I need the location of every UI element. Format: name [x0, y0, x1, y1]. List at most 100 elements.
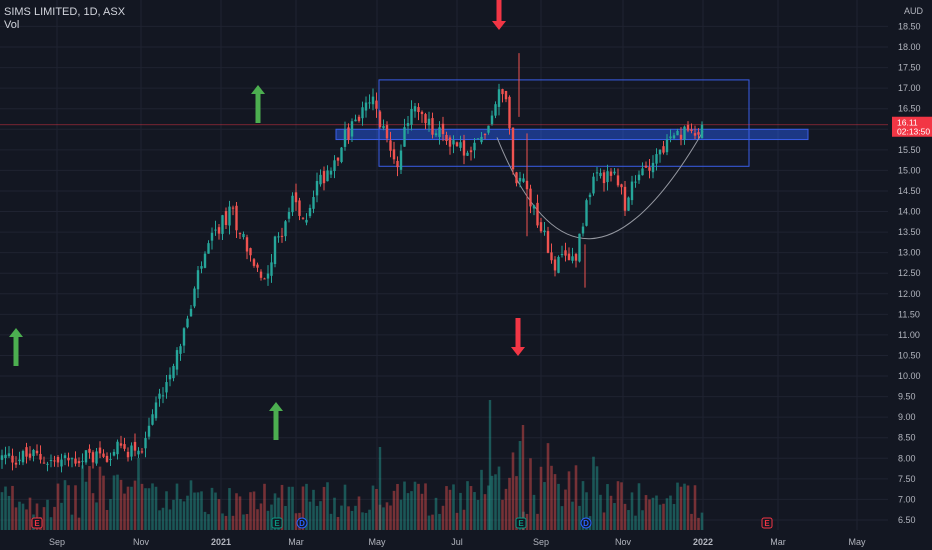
up-arrow-icon: [269, 402, 283, 440]
price-tick-label: 7.50: [898, 474, 916, 484]
volume-bar: [28, 497, 32, 530]
candle-body: [53, 460, 56, 462]
candle-body: [371, 96, 375, 105]
volume-bar: [259, 503, 263, 530]
candle-body: [546, 231, 550, 253]
candle-body: [245, 237, 249, 252]
candle-body: [235, 205, 238, 231]
candle-body: [697, 132, 700, 135]
volume-bar: [291, 486, 294, 530]
time-axis[interactable]: Sep Nov 2021 Mar May Jul Sep Nov 2022 Mar May: [49, 537, 866, 547]
time-tick-label: Mar: [770, 537, 786, 547]
volume-bar: [658, 504, 662, 530]
volume-bar: [396, 483, 399, 530]
arrow-head: [9, 328, 23, 337]
volume-bar: [340, 505, 343, 530]
volume-bar: [70, 514, 74, 530]
volume-bar: [126, 486, 130, 530]
candle-body: [0, 455, 4, 460]
last-price-countdown: 02:13:50: [897, 127, 930, 137]
candle-body: [420, 111, 424, 115]
volume-bar: [679, 486, 683, 530]
volume-bar: [536, 513, 539, 530]
volume-bar: [490, 475, 494, 530]
volume-bar: [504, 488, 508, 530]
volume-bar: [193, 492, 196, 530]
price-tick-label: 17.00: [898, 83, 921, 93]
arrow-head: [492, 21, 506, 30]
candle-body: [259, 271, 263, 278]
volume-bar: [690, 513, 693, 530]
candle-body: [56, 456, 60, 463]
volume-bar: [648, 499, 651, 530]
candle-body: [77, 461, 81, 464]
volume-bar: [515, 476, 518, 530]
volume-bar: [445, 486, 448, 530]
volume-bar: [420, 493, 424, 530]
candle-body: [263, 278, 266, 280]
volume-bar: [595, 466, 599, 530]
candle-body: [427, 118, 431, 126]
candle-body: [308, 207, 312, 217]
volume-bar: [651, 497, 655, 530]
event-marker[interactable]: D: [296, 517, 308, 529]
candle-body: [599, 172, 602, 177]
candle-body: [21, 451, 25, 463]
down-arrow-icon: [511, 318, 525, 356]
candle-body: [39, 453, 42, 460]
volume-bar: [606, 484, 609, 530]
volume-bar: [343, 484, 347, 530]
event-marker[interactable]: E: [515, 517, 527, 529]
candle-body: [648, 167, 651, 171]
volume-bar: [25, 509, 28, 530]
event-marker[interactable]: E: [271, 517, 283, 529]
candle-body: [357, 116, 361, 121]
volume-bar: [494, 474, 497, 530]
price-tick-label: 12.00: [898, 289, 921, 299]
symbol-title[interactable]: SIMS LIMITED, 1D, ASX: [4, 6, 126, 18]
volume-bar: [98, 466, 102, 530]
candle-body: [455, 142, 459, 147]
candle-body: [651, 162, 655, 173]
time-tick-label: Jul: [451, 537, 463, 547]
candle-body: [98, 447, 102, 454]
volume-bar: [655, 495, 658, 530]
candle-body: [602, 172, 606, 184]
event-marker[interactable]: E: [761, 517, 773, 529]
volume-bar: [301, 486, 305, 530]
candle-body: [354, 119, 357, 122]
price-tick-label: 6.50: [898, 515, 916, 525]
arrow-annotations[interactable]: [9, 0, 525, 440]
volume-bar: [410, 491, 413, 530]
candle-body: [693, 133, 697, 136]
event-letter: D: [299, 519, 305, 528]
volume-bar: [501, 499, 504, 530]
volume-bar: [95, 502, 98, 530]
candle-body: [441, 123, 445, 135]
candle-body: [497, 89, 501, 107]
time-tick-label: Sep: [533, 537, 549, 547]
volume-bar: [238, 496, 242, 530]
candle-body: [700, 124, 704, 139]
volume-bar: [480, 469, 483, 530]
event-marker[interactable]: D: [580, 517, 592, 529]
volume-bar: [347, 506, 350, 530]
candle-body: [252, 259, 256, 266]
volume-bar: [119, 479, 123, 530]
volume-bar: [371, 485, 375, 530]
candle-body: [284, 221, 287, 237]
volume-bar: [543, 482, 546, 530]
volume-bar: [49, 517, 53, 530]
candle-body: [665, 139, 669, 153]
candle-body: [459, 142, 462, 148]
candle-body: [343, 129, 347, 147]
event-marker[interactable]: E: [31, 517, 43, 529]
candle-body: [242, 234, 245, 238]
candle-body: [46, 463, 49, 465]
candle-body: [378, 111, 382, 128]
candle-body: [574, 254, 578, 261]
candle-body: [466, 152, 469, 156]
